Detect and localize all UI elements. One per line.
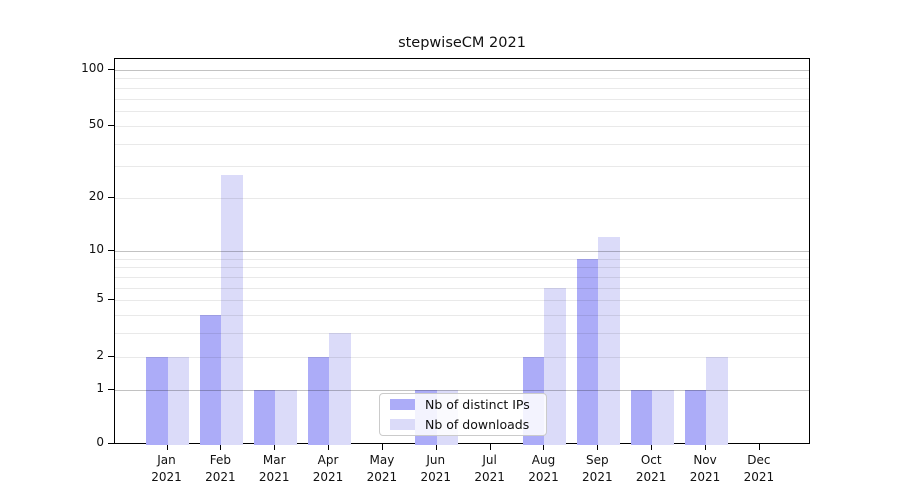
x-tick-apr-2021 bbox=[328, 444, 330, 450]
bar-distinct-ips-jan-2021 bbox=[146, 356, 168, 445]
y-tick-label-0: 0 bbox=[96, 435, 104, 449]
y-tick-label-20: 20 bbox=[88, 189, 104, 204]
y-tick-label-100: 100 bbox=[81, 60, 104, 75]
x-tick-label-apr-2021: Apr 2021 bbox=[312, 453, 344, 484]
bar-downloads-jan-2021 bbox=[167, 356, 189, 445]
y-tick-label-5: 5 bbox=[96, 291, 104, 306]
y-tick-10 bbox=[108, 249, 114, 251]
x-tick-dec-2021 bbox=[758, 444, 760, 450]
x-tick-label-sep-2021: Sep 2021 bbox=[582, 453, 613, 484]
legend: Nb of distinct IPs Nb of downloads bbox=[379, 393, 547, 436]
x-tick-label-mar-2021: Mar 2021 bbox=[258, 453, 290, 484]
y-tick-label-50: 50 bbox=[88, 116, 104, 131]
legend-label-downloads: Nb of downloads bbox=[425, 417, 530, 432]
legend-item-downloads: Nb of downloads bbox=[390, 417, 536, 432]
x-tick-jul-2021 bbox=[489, 444, 491, 450]
x-tick-sep-2021 bbox=[597, 444, 599, 450]
x-tick-label-may-2021: May 2021 bbox=[366, 453, 398, 484]
x-tick-label-feb-2021: Feb 2021 bbox=[205, 453, 236, 484]
y-tick-0 bbox=[108, 443, 114, 444]
bar-distinct-ips-nov-2021 bbox=[684, 390, 707, 445]
y-tick-label-1: 1 bbox=[96, 381, 104, 396]
x-tick-label-jan-2021: Jan 2021 bbox=[151, 453, 182, 484]
y-tick-1 bbox=[108, 389, 114, 391]
bar-downloads-oct-2021 bbox=[652, 390, 674, 445]
bars-layer bbox=[115, 59, 809, 445]
y-tick-50 bbox=[108, 124, 114, 126]
bar-distinct-ips-feb-2021 bbox=[199, 315, 222, 445]
bar-downloads-mar-2021 bbox=[275, 390, 297, 445]
x-tick-feb-2021 bbox=[220, 444, 222, 450]
x-tick-label-aug-2021: Aug 2021 bbox=[528, 453, 559, 484]
y-tick-2 bbox=[108, 355, 114, 357]
bar-downloads-feb-2021 bbox=[221, 174, 243, 445]
bar-distinct-ips-apr-2021 bbox=[307, 356, 330, 445]
x-tick-label-nov-2021: Nov 2021 bbox=[689, 453, 721, 484]
bar-distinct-ips-sep-2021 bbox=[576, 258, 599, 445]
x-tick-aug-2021 bbox=[543, 444, 545, 450]
legend-swatch-downloads bbox=[390, 419, 415, 430]
legend-item-distinct-ips: Nb of distinct IPs bbox=[390, 397, 536, 412]
x-tick-nov-2021 bbox=[705, 444, 707, 450]
legend-swatch-distinct-ips bbox=[390, 399, 415, 410]
y-tick-label-10: 10 bbox=[88, 241, 104, 256]
y-tick-5 bbox=[108, 299, 114, 301]
x-tick-label-jun-2021: Jun 2021 bbox=[420, 453, 452, 484]
legend-label-distinct-ips: Nb of distinct IPs bbox=[425, 397, 530, 412]
plot-area: Nb of distinct IPs Nb of downloads bbox=[114, 58, 810, 445]
bar-downloads-apr-2021 bbox=[329, 333, 351, 445]
bar-downloads-sep-2021 bbox=[598, 237, 620, 445]
y-tick-20 bbox=[108, 197, 114, 199]
y-tick-label-2: 2 bbox=[96, 347, 104, 362]
x-tick-label-dec-2021: Dec 2021 bbox=[743, 453, 775, 484]
x-tick-jun-2021 bbox=[435, 444, 437, 450]
x-tick-mar-2021 bbox=[274, 444, 276, 450]
x-tick-label-jul-2021: Jul 2021 bbox=[474, 453, 505, 484]
bar-distinct-ips-oct-2021 bbox=[630, 390, 653, 445]
bar-distinct-ips-mar-2021 bbox=[253, 390, 276, 445]
x-tick-label-oct-2021: Oct 2021 bbox=[635, 453, 667, 484]
x-tick-oct-2021 bbox=[651, 444, 653, 450]
y-tick-100 bbox=[108, 68, 114, 70]
bar-downloads-aug-2021 bbox=[544, 287, 566, 445]
x-tick-jan-2021 bbox=[166, 444, 168, 450]
chart-title: stepwiseCM 2021 bbox=[398, 35, 526, 51]
bar-downloads-nov-2021 bbox=[706, 356, 728, 445]
x-tick-may-2021 bbox=[381, 444, 383, 450]
